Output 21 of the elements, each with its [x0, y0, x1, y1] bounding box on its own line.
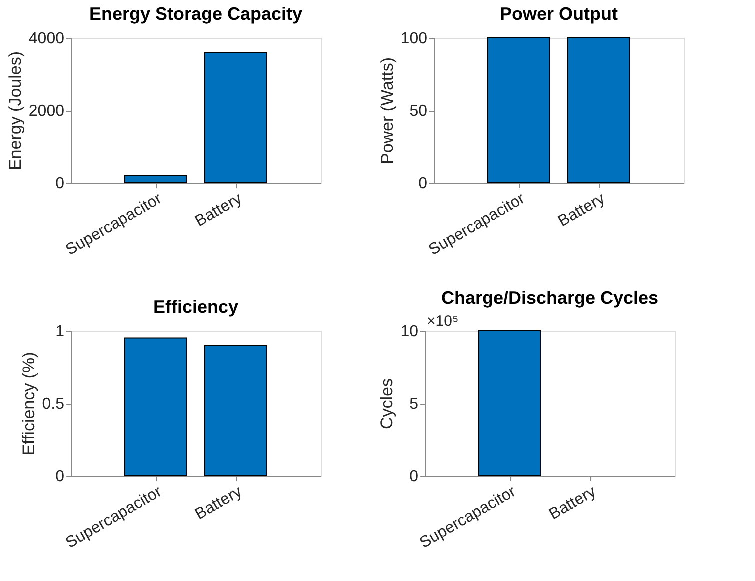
y-tick-label: 0	[56, 176, 65, 192]
chart-title: Charge/Discharge Cycles	[441, 288, 659, 308]
y-tick-label: 100	[400, 30, 428, 48]
y-tick-label: 5	[410, 396, 419, 413]
y-tick-label: 0	[410, 468, 419, 486]
chart-title: Efficiency	[153, 297, 239, 317]
y-tick-label: 50	[410, 103, 428, 120]
y-tick-label: 0	[56, 468, 65, 486]
y-tick-label: 4000	[28, 30, 65, 48]
y-tick-label: 1	[56, 324, 65, 340]
y-tick-label: 10	[400, 324, 419, 340]
y-axis-title: Power (Watts)	[378, 57, 397, 165]
y-tick-label: 2000	[28, 103, 65, 120]
y-tick-label: 0.5	[42, 396, 65, 413]
y-axis-title: Efficiency (%)	[19, 352, 38, 456]
y-tick-label: 0	[418, 176, 428, 192]
y-axis-title: Energy (Joules)	[6, 51, 25, 171]
text: ×10⁵	[427, 313, 459, 330]
chart-title: Power Output	[500, 4, 618, 24]
chart-title: Energy Storage Capacity	[89, 4, 303, 24]
y-axis-title: Cycles	[378, 378, 397, 430]
